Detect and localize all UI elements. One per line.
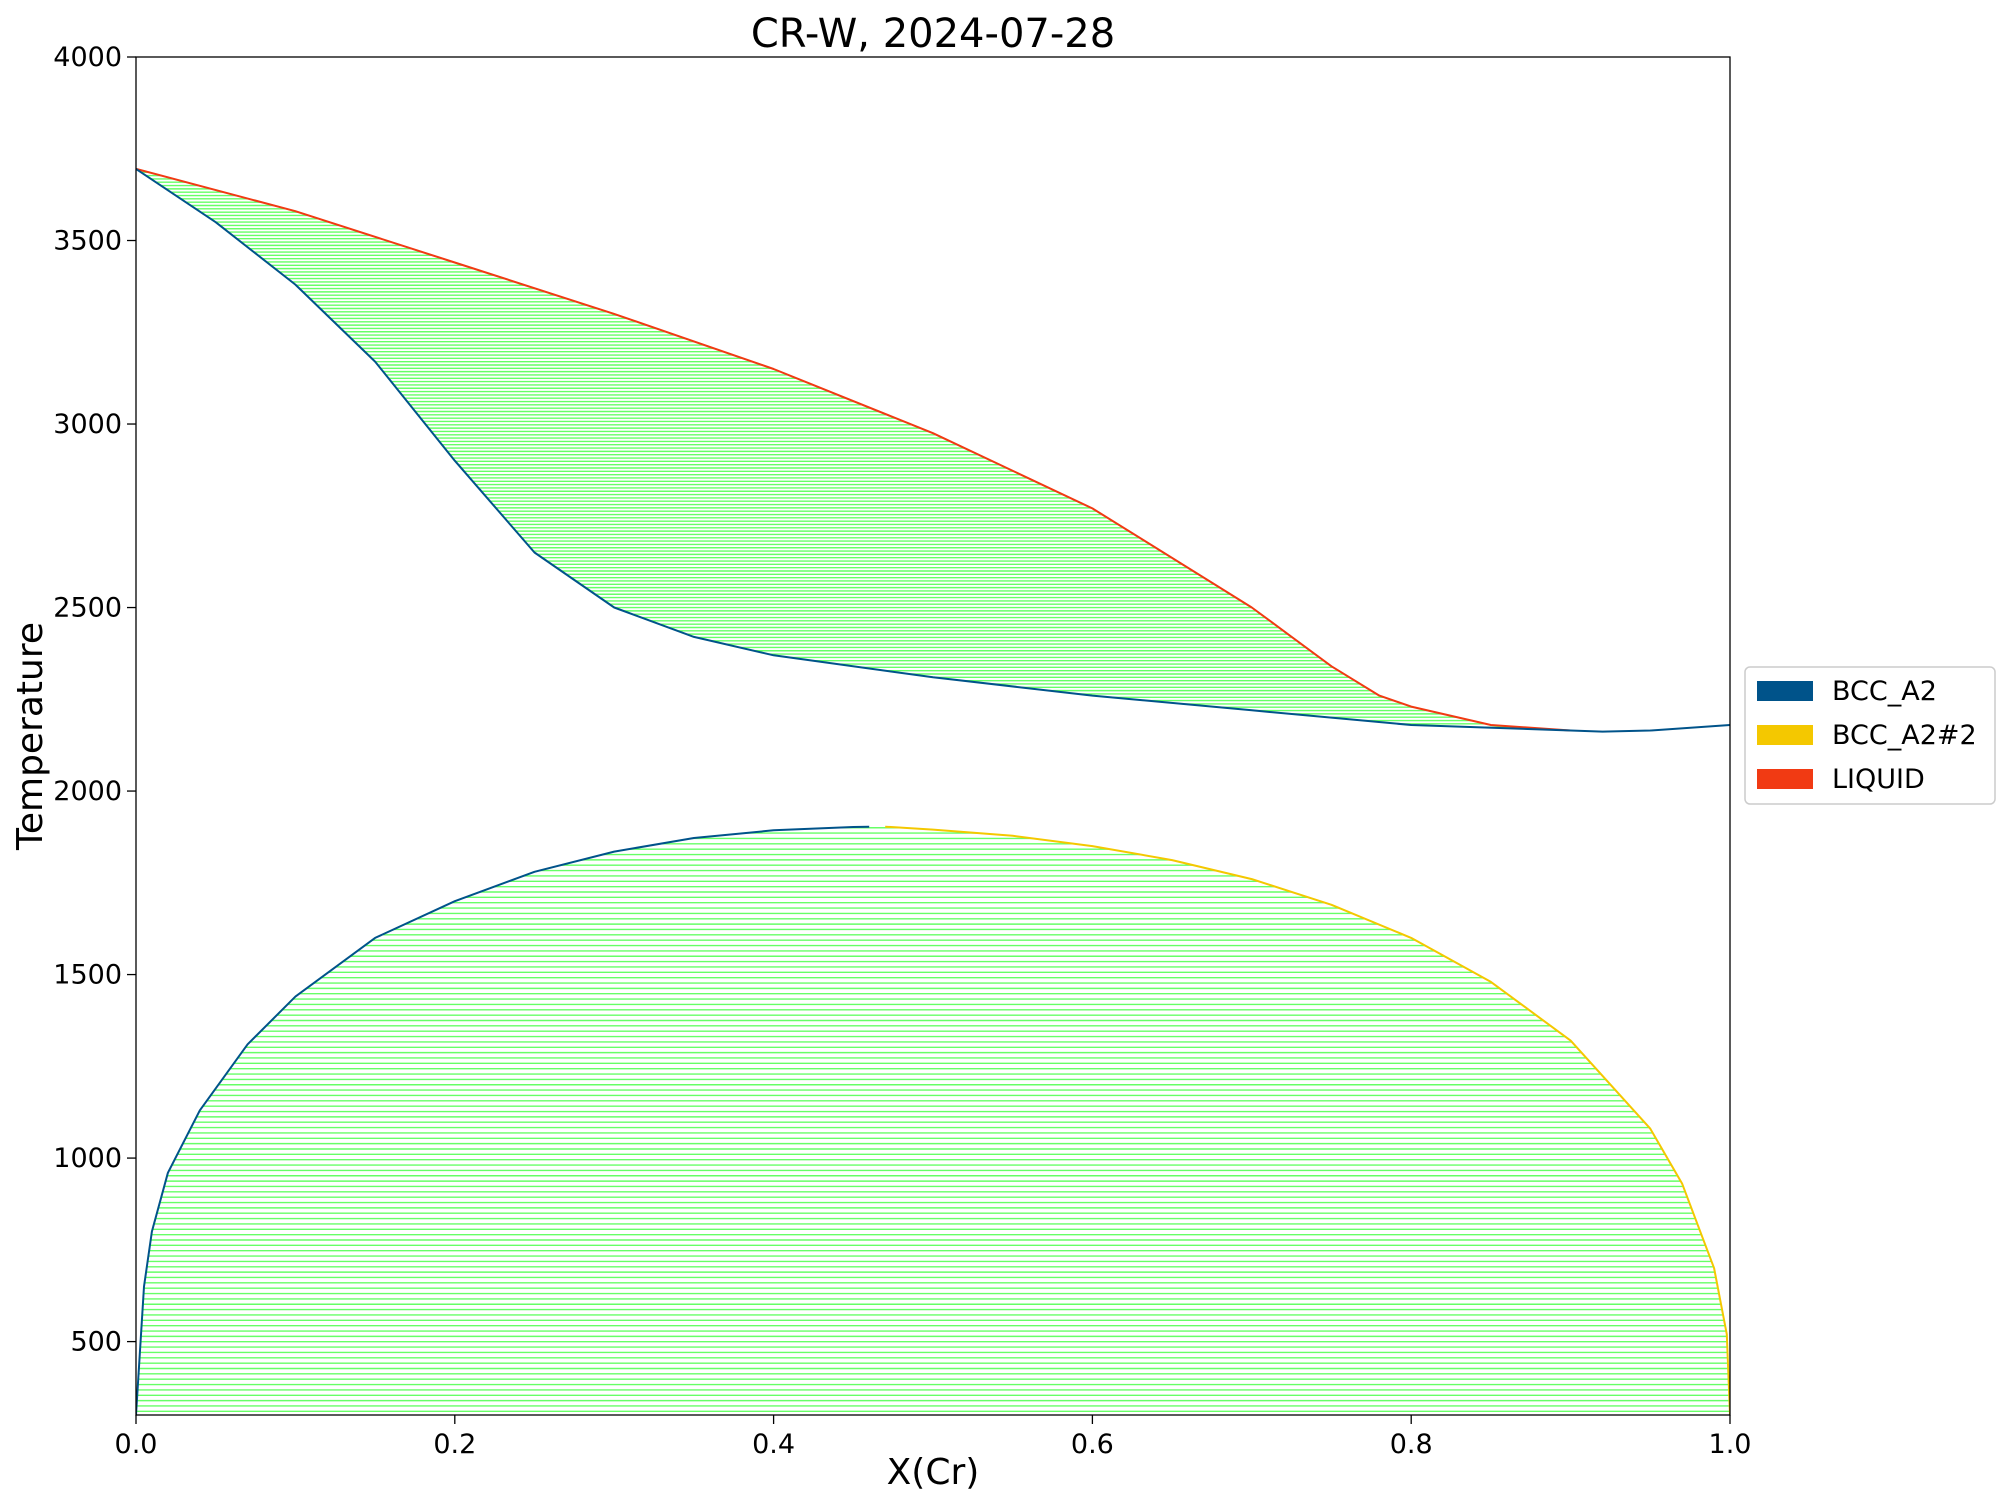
series-bcc-a2-2-miscibility: [885, 825, 1730, 1415]
x-tick-label: 0.8: [1390, 1429, 1433, 1460]
x-axis: 0.0 0.2 0.4 0.6 0.8 1.0: [115, 1415, 1752, 1460]
tieline-group: [136, 171, 1730, 1413]
x-tick-label: 0.0: [115, 1429, 158, 1460]
legend-label-bcc-a2: BCC_A2: [1832, 676, 1937, 707]
phase-boundary-group: [136, 167, 1730, 1415]
legend-swatch-liquid: [1757, 769, 1813, 789]
y-tick-label: 500: [70, 1327, 122, 1358]
series-bcc-a2: [136, 168, 1730, 733]
legend: BCC_A2 BCC_A2#2 LIQUID: [1744, 666, 1996, 805]
legend-swatch-bcc-a2-2: [1757, 725, 1813, 745]
legend-swatch-bcc-a2: [1757, 681, 1813, 701]
y-tick-label: 1500: [53, 960, 122, 991]
chart-title: CR-W, 2024-07-28: [751, 11, 1115, 57]
plot-frame: [135, 56, 1731, 1416]
series-liquid: [136, 167, 1571, 732]
legend-label-bcc-a2-2: BCC_A2#2: [1832, 720, 1977, 751]
y-tick-label: 2000: [53, 776, 122, 807]
legend-label-liquid: LIQUID: [1832, 764, 1925, 795]
y-tick-label: 3500: [53, 226, 122, 257]
y-axis: 500 1000 1500 2000 2500 3000 3500 4000: [53, 42, 136, 1358]
series-bcc-a2-miscibility: [136, 825, 870, 1415]
y-tick-label: 3000: [53, 409, 122, 440]
x-tick-label: 0.2: [433, 1429, 476, 1460]
x-axis-label: X(Cr): [887, 1452, 980, 1493]
x-tick-label: 1.0: [1709, 1429, 1752, 1460]
y-tick-label: 1000: [53, 1143, 122, 1174]
y-tick-label: 2500: [53, 593, 122, 624]
y-tick-label: 4000: [53, 42, 122, 73]
y-axis-label: Temperature: [10, 622, 51, 851]
x-tick-label: 0.6: [1071, 1429, 1114, 1460]
x-tick-label: 0.4: [752, 1429, 795, 1460]
